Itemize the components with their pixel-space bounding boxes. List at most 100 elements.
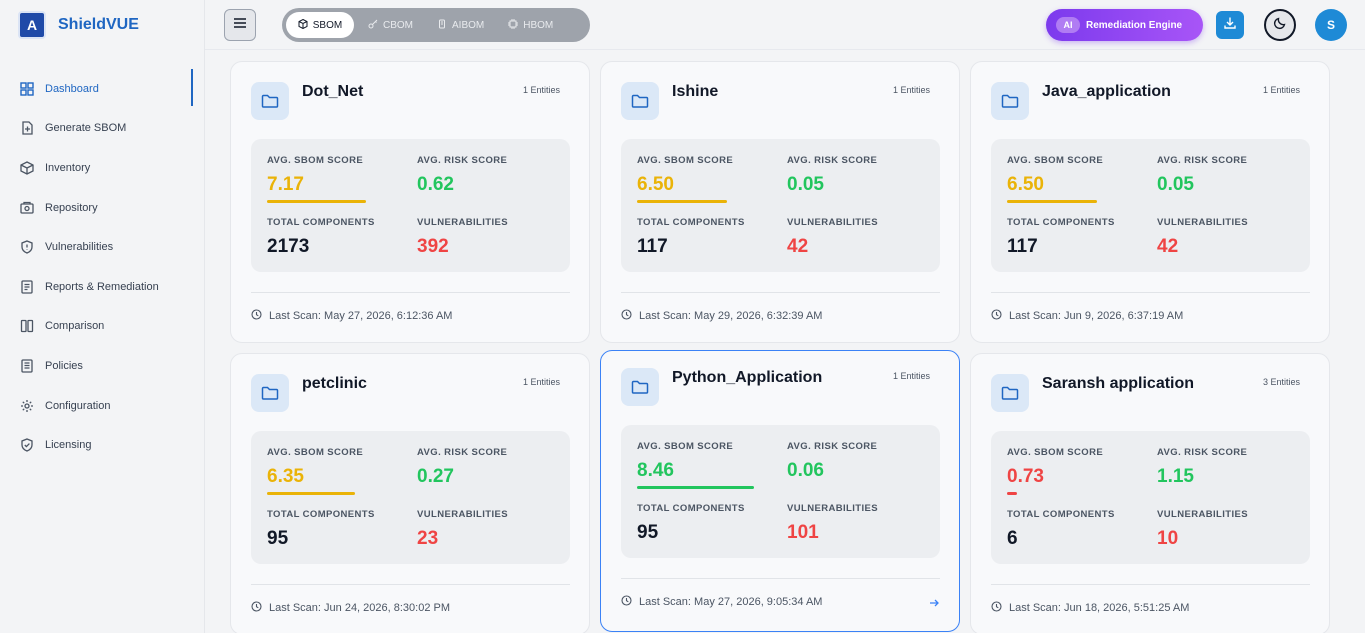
sidebar-item-label: Repository	[45, 201, 98, 214]
folder-icon	[251, 82, 289, 120]
theme-toggle-button[interactable]	[1264, 9, 1296, 41]
components-label: TOTAL COMPONENTS	[637, 217, 745, 228]
remediation-engine-label: Remediation Engine	[1086, 19, 1183, 31]
sbom-score-bar	[1007, 200, 1097, 203]
vulnerabilities-value: 101	[787, 522, 819, 543]
project-stats: AVG. SBOM SCORE 6.50 AVG. RISK SCORE 0.0…	[991, 139, 1310, 272]
sidebar-nav: Dashboard Generate SBOM Inventory Reposi…	[0, 69, 204, 465]
clock-icon	[991, 309, 1009, 323]
components-label: TOTAL COMPONENTS	[637, 503, 745, 514]
project-card[interactable]: Python_Application 1 Entities AVG. SBOM …	[600, 350, 960, 632]
user-avatar[interactable]: S	[1315, 9, 1347, 41]
sidebar-item-licensing[interactable]: Licensing	[0, 425, 204, 465]
sbom-score-bar	[637, 200, 727, 203]
sidebar-item-generate-sbom[interactable]: Generate SBOM	[0, 109, 204, 149]
sidebar-item-inventory[interactable]: Inventory	[0, 148, 204, 188]
last-scan: Last Scan: Jun 9, 2026, 6:37:19 AM	[991, 309, 1183, 323]
sidebar-item-repository[interactable]: Repository	[0, 188, 204, 228]
sbom-score-label: AVG. SBOM SCORE	[267, 155, 364, 166]
folder-icon	[251, 374, 289, 412]
sidebar-item-reports-remediation[interactable]: Reports & Remediation	[0, 267, 204, 307]
components-label: TOTAL COMPONENTS	[1007, 217, 1115, 228]
entities-count: 1 Entities	[892, 85, 930, 95]
project-card[interactable]: petclinic 1 Entities AVG. SBOM SCORE 6.3…	[230, 353, 590, 633]
vulnerabilities-value: 10	[1157, 528, 1179, 549]
components-value: 117	[1007, 236, 1038, 257]
menu-toggle-button[interactable]	[224, 9, 256, 41]
sidebar-item-dashboard[interactable]: Dashboard	[0, 69, 204, 109]
brand[interactable]: A ShieldVUE	[0, 0, 204, 50]
last-scan-text: Last Scan: May 27, 2026, 9:05:34 AM	[639, 596, 823, 608]
tab-label: CBOM	[383, 19, 413, 31]
shield-check-icon	[19, 437, 35, 453]
sidebar-item-comparison[interactable]: Comparison	[0, 307, 204, 347]
tab-sbom[interactable]: SBOM	[286, 12, 354, 38]
report-icon	[19, 279, 35, 295]
vulnerabilities-label: VULNERABILITIES	[787, 217, 878, 228]
arrow-right-icon[interactable]	[929, 595, 939, 613]
download-button[interactable]	[1216, 11, 1244, 39]
card-divider	[251, 584, 570, 585]
project-name: Ishine	[672, 83, 719, 100]
card-divider	[621, 578, 940, 579]
vulnerabilities-label: VULNERABILITIES	[1157, 509, 1248, 520]
project-name: Python_Application	[672, 369, 823, 386]
cube-icon	[298, 18, 308, 32]
risk-score-label: AVG. RISK SCORE	[787, 155, 878, 166]
components-value: 117	[637, 236, 668, 257]
risk-score-value: 0.05	[787, 174, 824, 195]
risk-score-label: AVG. RISK SCORE	[417, 155, 508, 166]
project-stats: AVG. SBOM SCORE 0.73 AVG. RISK SCORE 1.1…	[991, 431, 1310, 564]
bom-type-switcher: SBOM CBOM AIBOM HBOM	[282, 8, 590, 42]
cpu-icon	[508, 18, 519, 32]
last-scan-text: Last Scan: Jun 24, 2026, 8:30:02 PM	[269, 602, 451, 614]
clock-icon	[991, 601, 1009, 615]
sbom-score-bar	[1007, 492, 1017, 495]
tab-hbom[interactable]: HBOM	[498, 12, 563, 38]
shield-alert-icon	[19, 239, 35, 255]
sidebar-item-configuration[interactable]: Configuration	[0, 386, 204, 426]
chip-icon	[437, 19, 447, 32]
risk-score-value: 0.27	[417, 466, 454, 487]
vulnerabilities-label: VULNERABILITIES	[787, 503, 878, 514]
risk-score-value: 1.15	[1157, 466, 1194, 487]
sbom-score-label: AVG. SBOM SCORE	[267, 447, 364, 458]
project-card[interactable]: Saransh application 3 Entities AVG. SBOM…	[970, 353, 1330, 633]
avatar-initial: S	[1326, 18, 1335, 32]
card-divider	[621, 292, 940, 293]
last-scan-text: Last Scan: May 27, 2026, 6:12:36 AM	[269, 310, 453, 322]
vulnerabilities-value: 23	[417, 528, 439, 549]
folder-icon	[991, 374, 1029, 412]
entities-count: 1 Entities	[1262, 85, 1300, 95]
sbom-score-value: 6.50	[637, 174, 674, 195]
sidebar-item-vulnerabilities[interactable]: Vulnerabilities	[0, 227, 204, 267]
tab-label: HBOM	[523, 19, 554, 31]
components-label: TOTAL COMPONENTS	[267, 509, 375, 520]
components-label: TOTAL COMPONENTS	[267, 217, 375, 228]
risk-score-value: 0.06	[787, 460, 824, 481]
risk-score-label: AVG. RISK SCORE	[787, 441, 878, 452]
tab-cbom[interactable]: CBOM	[358, 12, 423, 38]
project-card[interactable]: Java_application 1 Entities AVG. SBOM SC…	[970, 61, 1330, 343]
tab-label: SBOM	[312, 19, 343, 31]
remediation-engine-button[interactable]: AI Remediation Engine	[1046, 9, 1203, 41]
components-value: 2173	[267, 236, 310, 257]
project-card[interactable]: Dot_Net 1 Entities AVG. SBOM SCORE 7.17 …	[230, 61, 590, 343]
dashboard-icon	[19, 81, 35, 97]
vulnerabilities-value: 42	[1157, 236, 1179, 257]
risk-score-value: 0.05	[1157, 174, 1194, 195]
sbom-score-label: AVG. SBOM SCORE	[1007, 155, 1104, 166]
hamburger-icon	[233, 16, 247, 34]
sidebar-item-label: Configuration	[45, 399, 111, 412]
gear-icon	[19, 398, 35, 414]
clock-icon	[251, 601, 269, 615]
clock-icon	[251, 309, 269, 323]
sidebar-item-label: Generate SBOM	[45, 122, 127, 135]
sidebar-item-label: Policies	[45, 359, 83, 372]
sidebar-item-policies[interactable]: Policies	[0, 346, 204, 386]
top-header: SBOM CBOM AIBOM HBOM AI Remediation Engi…	[205, 0, 1365, 50]
sbom-score-label: AVG. SBOM SCORE	[637, 155, 734, 166]
tab-aibom[interactable]: AIBOM	[427, 12, 494, 38]
file-plus-icon	[19, 120, 35, 136]
project-card[interactable]: Ishine 1 Entities AVG. SBOM SCORE 6.50 A…	[600, 61, 960, 343]
